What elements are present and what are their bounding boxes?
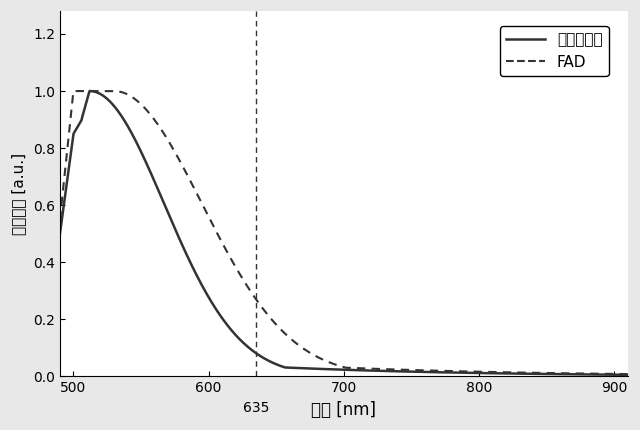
FAD [607, 372, 615, 377]
コラーゲン [85, 91, 93, 96]
FAD [623, 372, 631, 377]
Line: FAD: FAD [60, 91, 627, 374]
コラーゲン [607, 372, 615, 377]
Y-axis label: 蛍光強度 [a.u.]: 蛍光強度 [a.u.] [11, 153, 26, 235]
FAD [56, 217, 64, 222]
Text: 635: 635 [243, 401, 269, 415]
コラーゲン [86, 89, 93, 94]
FAD [332, 362, 340, 367]
コラーゲン [623, 372, 631, 378]
コラーゲン [317, 366, 325, 372]
FAD [85, 89, 93, 94]
Legend: コラーゲン, FAD: コラーゲン, FAD [500, 26, 609, 76]
FAD [503, 370, 511, 375]
FAD [70, 89, 77, 94]
コラーゲン [607, 372, 615, 377]
コラーゲン [332, 367, 340, 372]
コラーゲン [56, 231, 64, 236]
コラーゲン [503, 371, 511, 376]
FAD [607, 372, 615, 377]
Line: コラーゲン: コラーゲン [60, 91, 627, 375]
FAD [317, 356, 325, 361]
X-axis label: 波長 [nm]: 波長 [nm] [311, 401, 376, 419]
